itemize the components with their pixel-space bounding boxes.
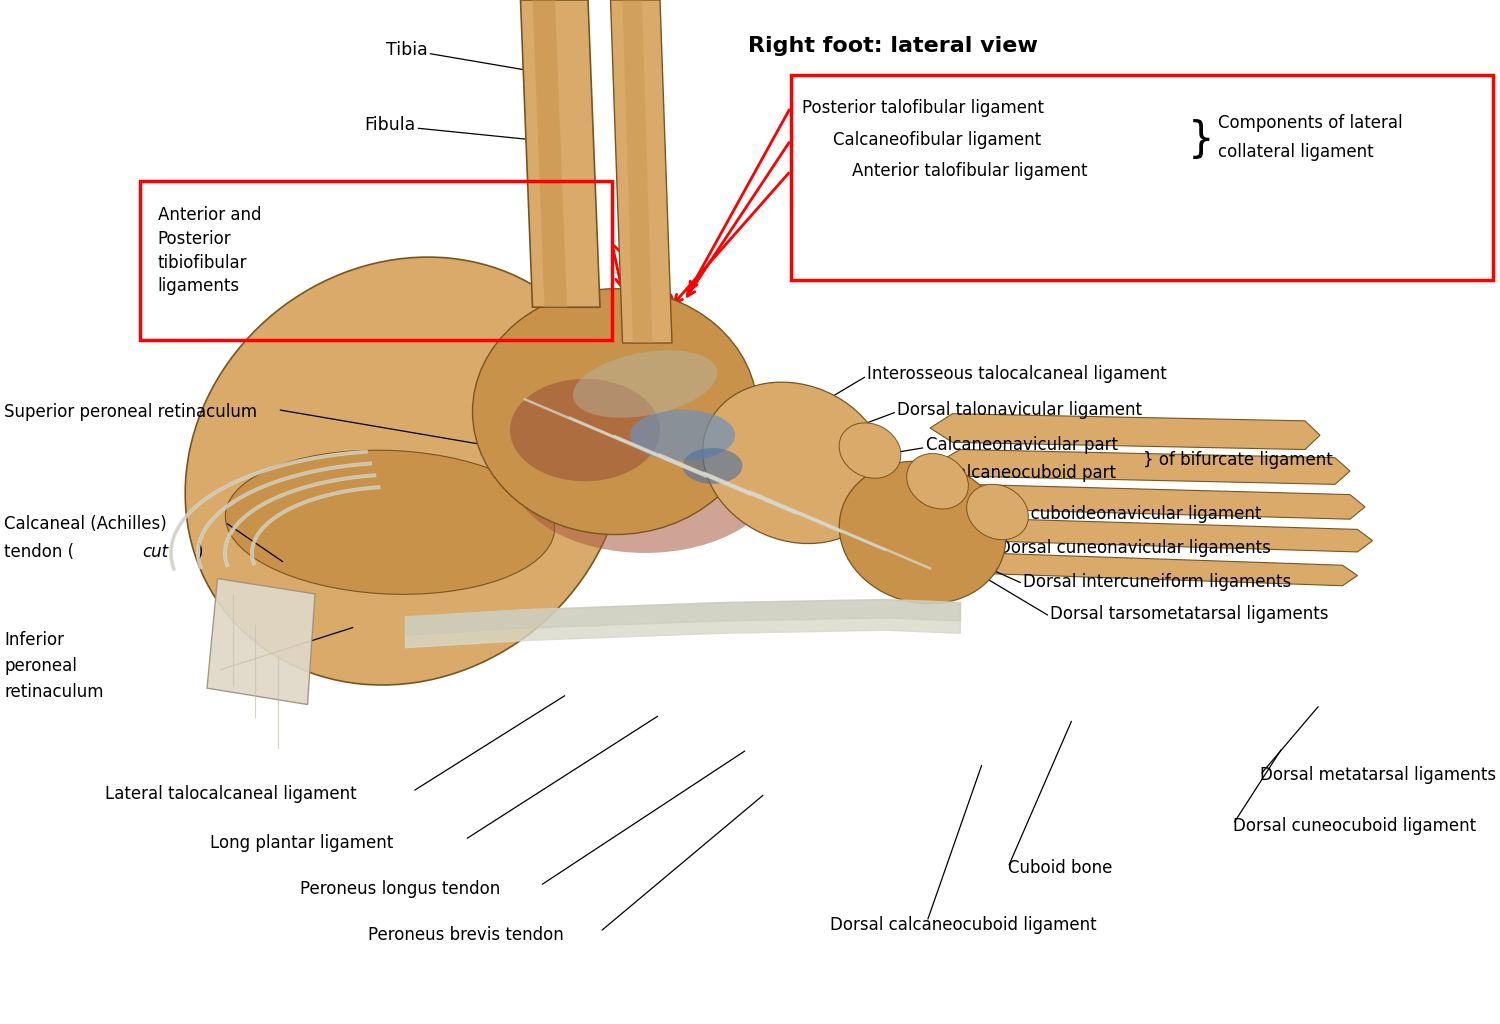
Text: collateral ligament: collateral ligament [1218,142,1374,161]
Text: cut: cut [142,543,168,561]
Text: Fibula: Fibula [364,116,416,134]
Ellipse shape [573,350,717,418]
Text: Tibia: Tibia [386,41,427,59]
Ellipse shape [702,382,888,544]
Text: Dorsal tarsometatarsal ligaments: Dorsal tarsometatarsal ligaments [1050,605,1329,624]
Text: peroneal: peroneal [4,656,78,675]
Ellipse shape [682,449,742,483]
Text: Lateral talocalcaneal ligament: Lateral talocalcaneal ligament [105,784,357,803]
Text: Peroneus brevis tendon: Peroneus brevis tendon [368,926,564,944]
Text: Anterior and
Posterior
tibiofibular
ligaments: Anterior and Posterior tibiofibular liga… [158,207,261,295]
Bar [140,181,612,340]
Ellipse shape [630,410,735,461]
Polygon shape [960,553,1358,586]
Text: Dorsal intercuneiform ligaments: Dorsal intercuneiform ligaments [1023,572,1292,591]
Polygon shape [532,0,567,307]
Bar [790,75,1492,280]
Ellipse shape [839,461,1007,604]
Ellipse shape [184,257,626,685]
Ellipse shape [472,289,758,535]
Polygon shape [945,484,1365,519]
Text: Calcaneocuboid part: Calcaneocuboid part [945,464,1116,482]
Text: Superior peroneal retinaculum: Superior peroneal retinaculum [4,402,258,421]
Text: ): ) [196,543,202,561]
Text: Cuboid bone: Cuboid bone [1008,859,1113,878]
Polygon shape [610,0,672,343]
Text: Anterior talofibular ligament: Anterior talofibular ligament [852,162,1088,180]
Bar [120,31,1410,1004]
Polygon shape [207,579,315,705]
Ellipse shape [839,423,902,478]
Ellipse shape [906,454,969,509]
Text: Long plantar ligament: Long plantar ligament [210,834,393,852]
Text: retinaculum: retinaculum [4,683,104,701]
Text: Components of lateral: Components of lateral [1218,114,1402,132]
Ellipse shape [510,389,780,553]
Ellipse shape [510,379,660,481]
Text: Calcaneonavicular part: Calcaneonavicular part [926,436,1118,455]
Text: Interosseous talocalcaneal ligament: Interosseous talocalcaneal ligament [867,365,1167,383]
Text: Dorsal cuneocuboid ligament: Dorsal cuneocuboid ligament [1233,817,1476,836]
Text: Peroneus longus tendon: Peroneus longus tendon [300,880,500,898]
Polygon shape [952,518,1372,552]
Text: Dorsal cuboideonavicular ligament: Dorsal cuboideonavicular ligament [972,505,1262,523]
Text: } of bifurcate ligament: } of bifurcate ligament [1143,451,1332,469]
Text: Right foot: lateral view: Right foot: lateral view [747,36,1038,56]
Ellipse shape [966,484,1029,540]
Polygon shape [520,0,600,307]
Text: Dorsal calcaneocuboid ligament: Dorsal calcaneocuboid ligament [830,915,1096,934]
Text: }: } [1188,119,1215,162]
Text: tendon (: tendon ( [4,543,75,561]
Text: Inferior: Inferior [4,631,64,649]
Text: Posterior talofibular ligament: Posterior talofibular ligament [802,98,1044,117]
Polygon shape [930,414,1320,450]
Text: Dorsal talonavicular ligament: Dorsal talonavicular ligament [897,400,1142,419]
Text: Calcaneofibular ligament: Calcaneofibular ligament [833,131,1041,150]
Ellipse shape [225,451,555,594]
Text: Dorsal cuneonavicular ligaments: Dorsal cuneonavicular ligaments [998,539,1270,557]
Text: Dorsal metatarsal ligaments: Dorsal metatarsal ligaments [1260,766,1496,784]
Polygon shape [938,450,1350,484]
Text: Calcaneal (Achilles): Calcaneal (Achilles) [4,515,168,534]
Polygon shape [622,0,652,343]
